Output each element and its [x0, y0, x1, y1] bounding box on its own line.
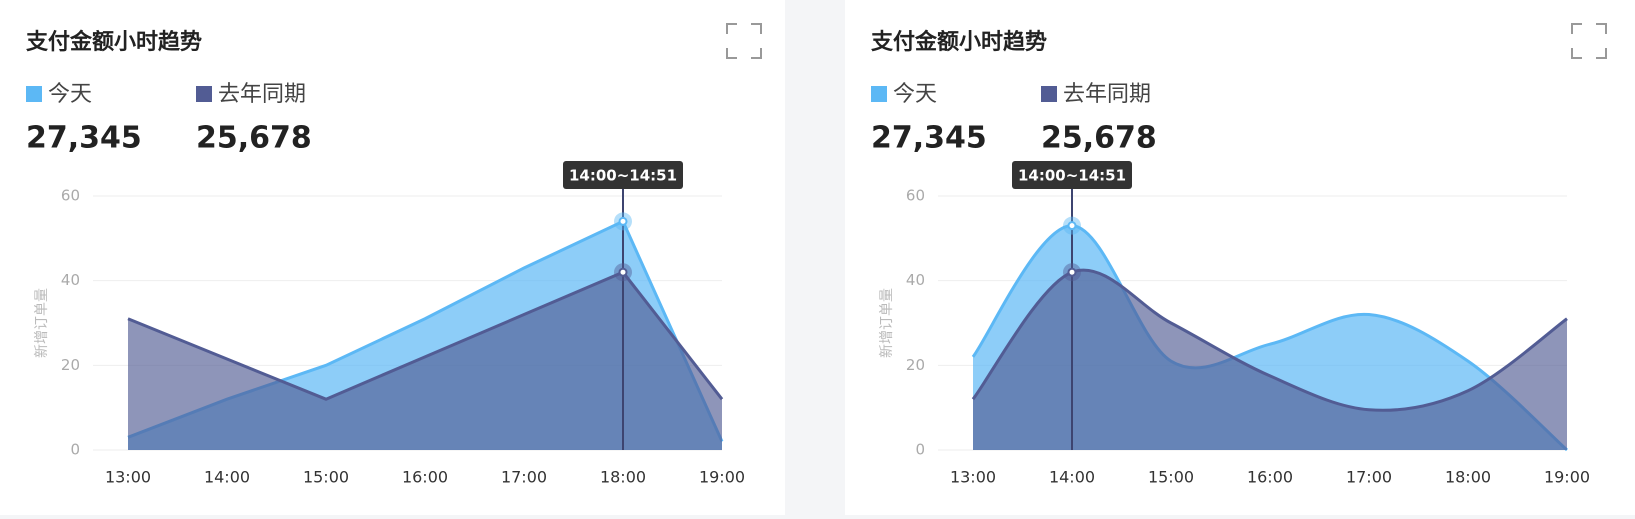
expand-icon[interactable] [726, 23, 762, 59]
summary-value: 27,345 [26, 121, 142, 156]
x-tick-label: 18:00 [600, 468, 646, 487]
x-tick-label: 17:00 [1346, 468, 1392, 487]
y-axis-label: 新增订单量 [34, 288, 50, 358]
x-tick-label: 16:00 [402, 468, 448, 487]
legend-label: 去年同期 [1063, 82, 1151, 107]
y-tick-label: 20 [906, 356, 925, 374]
tooltip-box [563, 161, 683, 189]
y-tick-label: 0 [915, 441, 925, 459]
y-axis-label: 新增订单量 [879, 288, 895, 358]
expand-icon[interactable] [1571, 23, 1607, 59]
x-tick-label: 15:00 [1148, 468, 1194, 487]
chart-title: 支付金额小时趋势 [871, 29, 1047, 55]
legend-swatch [871, 86, 887, 102]
legend-label: 去年同期 [218, 82, 306, 107]
y-tick-label: 60 [906, 187, 925, 205]
legend-swatch [196, 86, 212, 102]
legend-swatch [1041, 86, 1057, 102]
highlight-point [1067, 267, 1077, 277]
x-tick-label: 13:00 [105, 468, 151, 487]
legend-label: 今天 [893, 82, 937, 107]
x-tick-label: 19:00 [1544, 468, 1590, 487]
legend-swatch [26, 86, 42, 102]
y-tick-label: 40 [61, 271, 80, 289]
y-tick-label: 0 [70, 441, 80, 459]
highlight-point [618, 216, 628, 226]
y-tick-label: 60 [61, 187, 80, 205]
highlight-point [618, 267, 628, 277]
summary-value: 27,345 [871, 121, 987, 156]
y-tick-label: 20 [61, 356, 80, 374]
x-tick-label: 15:00 [303, 468, 349, 487]
chart-panel: 支付金额小时趋势今天 27,345 去年同期 25,678 新增订单量 0 20 40 60 13… [0, 0, 785, 515]
x-tick-label: 17:00 [501, 468, 547, 487]
legend-label: 今天 [48, 82, 92, 107]
x-tick-label: 13:00 [950, 468, 996, 487]
x-tick-label: 18:00 [1445, 468, 1491, 487]
tooltip-label: 14:00~14:51 [1018, 167, 1126, 185]
chart-panel: 支付金额小时趋势今天 27,345 去年同期 25,678 新增订单量 0 20 40 60 13… [845, 0, 1635, 515]
tooltip-box [1012, 161, 1132, 189]
x-tick-label: 14:00 [1049, 468, 1095, 487]
tooltip-label: 14:00~14:51 [569, 167, 677, 185]
x-tick-label: 19:00 [699, 468, 745, 487]
summary-value: 25,678 [1041, 121, 1157, 156]
chart-title: 支付金额小时趋势 [26, 29, 202, 55]
highlight-point [1067, 221, 1077, 231]
x-tick-label: 14:00 [204, 468, 250, 487]
area [128, 272, 722, 450]
y-tick-label: 40 [906, 271, 925, 289]
x-tick-label: 16:00 [1247, 468, 1293, 487]
area [973, 270, 1567, 450]
summary-value: 25,678 [196, 121, 312, 156]
line [971, 224, 1569, 452]
